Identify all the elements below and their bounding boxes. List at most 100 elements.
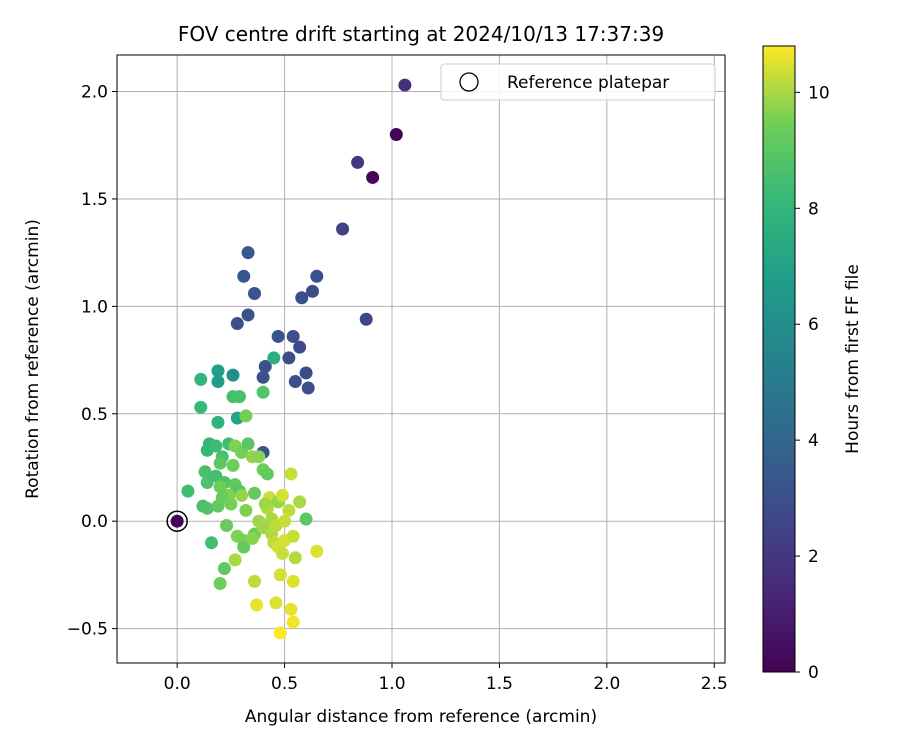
data-point [220,519,234,533]
data-point [241,308,255,322]
data-point [295,291,309,305]
data-point [226,368,240,382]
x-tick-label: 1.5 [486,674,513,694]
data-point [245,531,259,545]
data-point [267,351,281,365]
data-point [284,467,298,481]
data-point [194,400,208,414]
data-point [241,437,255,451]
data-point [389,127,403,141]
data-point [209,439,223,453]
reference-marker-icon [459,72,479,92]
data-point [282,351,296,365]
y-tick-label: 0.5 [81,405,108,425]
y-tick-label: 0.0 [81,512,108,532]
data-point [256,370,270,384]
y-tick-label: 1.5 [81,190,108,210]
data-point [258,497,272,511]
data-point [310,269,324,283]
data-point [299,512,313,526]
data-point [286,574,300,588]
data-point [359,312,373,326]
data-point [247,286,261,300]
y-axis-label: Rotation from reference (arcmin) [23,219,43,499]
data-point [205,536,219,550]
data-point [237,269,251,283]
data-point [250,598,264,612]
data-point [269,596,283,610]
data-point [275,488,289,502]
data-point [301,381,315,395]
data-point [200,501,214,515]
data-point [288,551,302,565]
data-point [213,577,227,591]
x-tick-label: 1.0 [378,674,405,694]
axis-ticks: 0.0 0.5 1.0 1.5 2.0 2.5 −0.5 0.0 0.5 1.0 1.5 2.0 [67,83,728,694]
data-point [299,366,313,380]
data-point [170,514,184,528]
colorbar-tick-label: 2 [808,547,819,567]
data-point [211,375,225,389]
data-point [288,375,302,389]
data-point [351,155,365,169]
data-point [282,503,296,517]
data-point [211,364,225,378]
colorbar-label: Hours from first FF file [843,264,863,454]
data-point [256,385,270,399]
y-tick-label: −0.5 [67,620,108,640]
data-point [258,360,272,374]
data-point [293,340,307,354]
colorbar-tick-label: 10 [808,83,830,103]
plot-frame [116,54,726,664]
data-point [213,480,227,494]
data-point [232,390,246,404]
data-point [247,486,261,500]
data-point [310,544,324,558]
data-point [239,503,253,517]
data-point [306,284,320,298]
colorbar-tick-label: 6 [808,315,819,335]
x-tick-label: 2.0 [593,674,620,694]
legend-entry-reference: Reference platepar [507,73,669,93]
legend: Reference platepar [440,63,716,101]
reference-platepar-marker [166,510,188,532]
data-point [211,415,225,429]
data-point [224,497,238,511]
colorbar: 0 2 4 6 8 10 Hours from first FF file [762,45,863,683]
colorbar-tick-label: 0 [808,663,819,683]
data-point [284,602,298,616]
data-point [260,467,274,481]
data-point [286,615,300,629]
data-point [217,561,231,575]
data-point [286,329,300,343]
data-point [235,488,249,502]
data-point [273,568,287,582]
data-point [275,546,289,560]
data-point [239,409,253,423]
x-axis-label: Angular distance from reference (arcmin) [245,707,597,727]
data-point [293,495,307,509]
data-point [226,458,240,472]
colorbar-tick-label: 4 [808,431,819,451]
data-point [273,626,287,640]
colorbar-ticks: 0 2 4 6 8 10 [795,83,830,683]
data-point [230,317,244,331]
data-point [181,484,195,498]
data-point [278,514,292,528]
data-point [271,329,285,343]
chart-title: FOV centre drift starting at 2024/10/13 … [178,22,664,46]
data-point [213,456,227,470]
data-point [194,372,208,386]
data-point [366,170,380,184]
legend-box [440,63,716,101]
data-points [166,78,412,640]
data-point [398,78,412,92]
colorbar-gradient [762,45,796,673]
data-point [252,450,266,464]
data-point [247,574,261,588]
data-point [336,222,350,236]
x-tick-label: 2.5 [701,674,728,694]
grid-lines [117,55,725,663]
